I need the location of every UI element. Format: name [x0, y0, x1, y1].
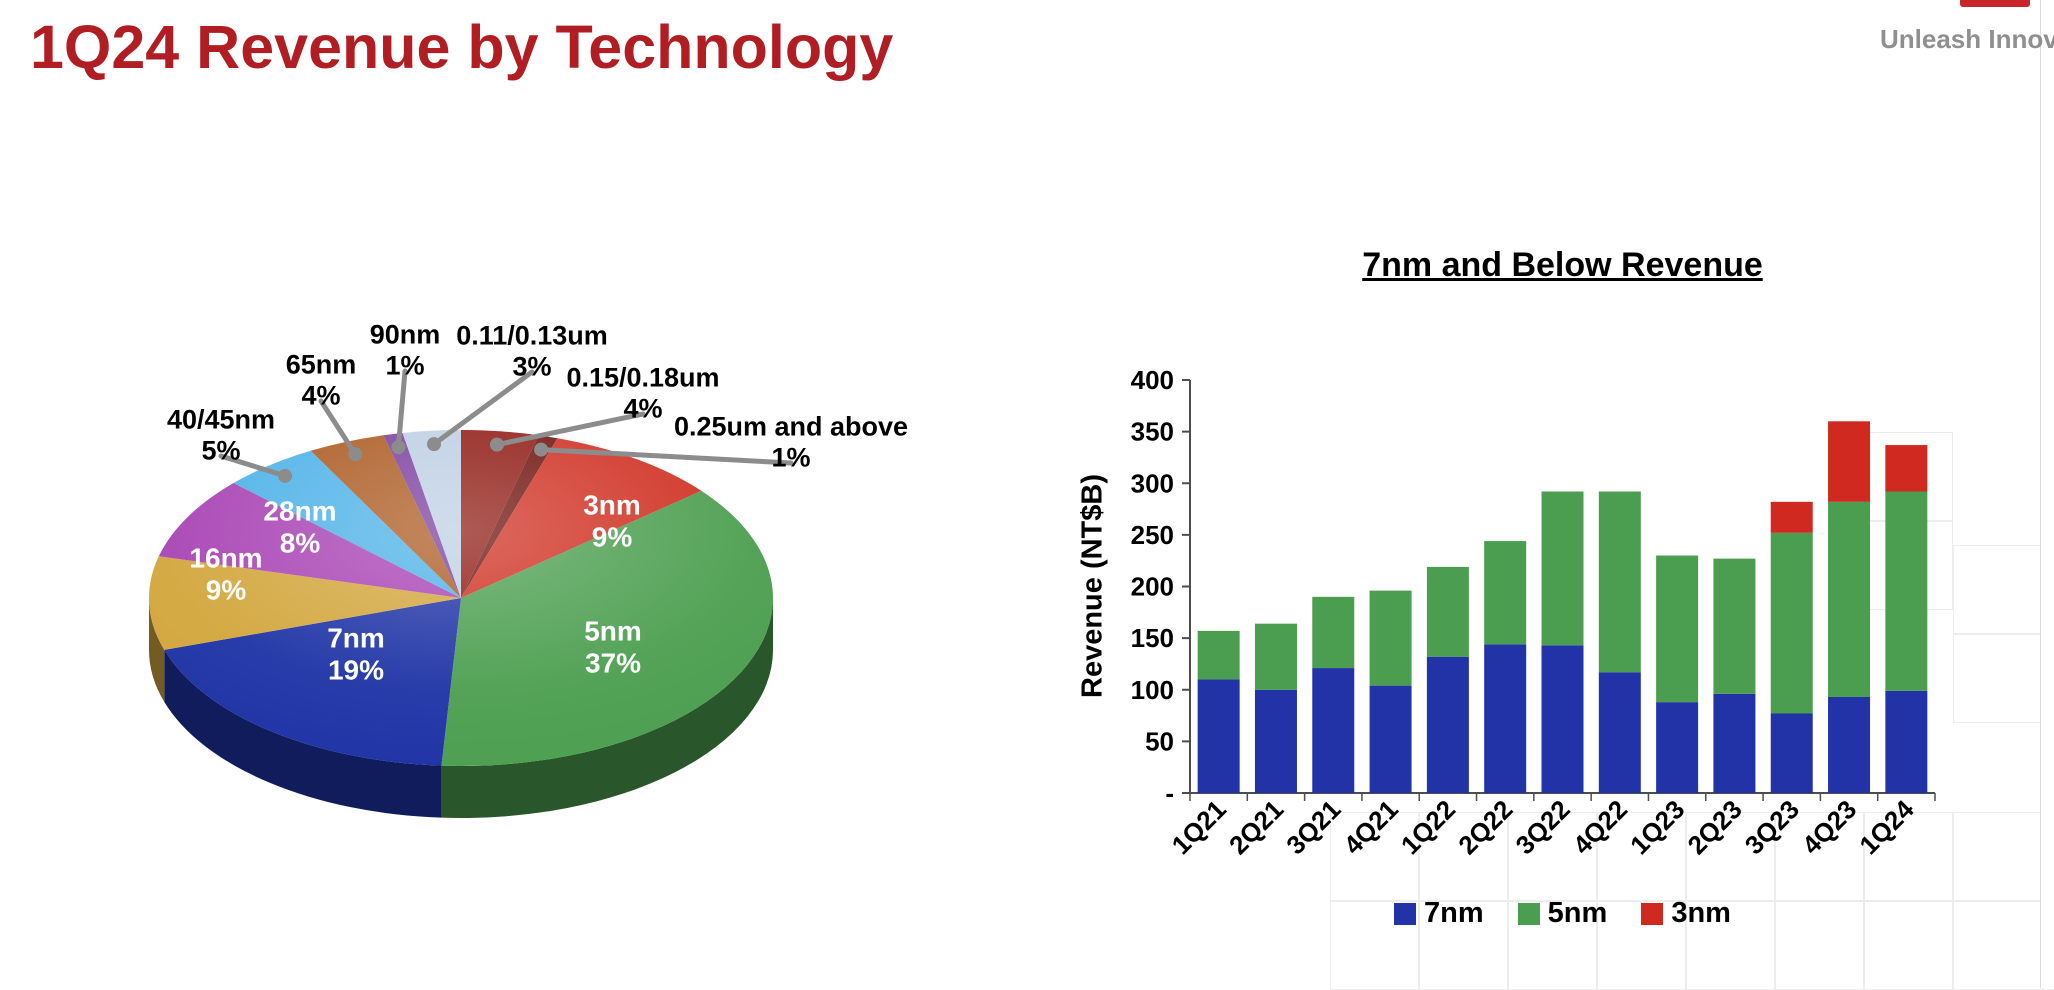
bar-segment-7nm-1Q23	[1656, 702, 1699, 793]
bar-segment-5nm-3Q22	[1541, 491, 1584, 646]
pie-slice-side-5nm	[441, 598, 773, 818]
legend-item-5nm: 5nm	[1517, 897, 1608, 930]
bar-segment-5nm-1Q24	[1885, 491, 1928, 691]
bar-segment-7nm-4Q22	[1598, 672, 1641, 793]
x-axis-label-3Q23: 3Q23	[1739, 794, 1805, 860]
x-axis-label-4Q21: 4Q21	[1338, 794, 1404, 860]
pie-callout-line-0.25um and above	[538, 447, 794, 466]
bar-segment-7nm-1Q22	[1426, 656, 1469, 793]
bar-segment-5nm-4Q22	[1598, 491, 1641, 673]
pie-callout-dot-90nm	[391, 440, 406, 455]
pie-callout-line-65nm	[318, 398, 358, 457]
legend-swatch-3nm	[1641, 902, 1664, 925]
legend-item-7nm: 7nm	[1394, 897, 1484, 930]
legend-label-5nm: 5nm	[1547, 897, 1608, 929]
bar-segment-7nm-2Q23	[1713, 693, 1756, 793]
watermark-square	[1864, 812, 1953, 901]
x-axis-label-1Q22: 1Q22	[1395, 794, 1461, 860]
y-tick-label: 50	[1145, 726, 1174, 756]
watermark-square	[1508, 812, 1597, 901]
bar-segment-5nm-3Q23	[1770, 532, 1813, 714]
x-axis-label-2Q21: 2Q21	[1223, 794, 1289, 860]
watermark-square	[1775, 812, 1864, 901]
legend-swatch-5nm	[1517, 902, 1540, 925]
y-tick-label: 400	[1131, 365, 1174, 395]
y-tick-label: 300	[1131, 468, 1174, 498]
pie-callout-dot-0.11/0.13um	[426, 437, 441, 452]
x-axis-label-1Q24: 1Q24	[1853, 794, 1920, 861]
watermark-square	[1330, 812, 1419, 901]
watermark-square	[1597, 812, 1686, 901]
watermark-square	[1419, 812, 1508, 901]
y-tick-label: 100	[1131, 675, 1174, 705]
bar-chart-legend: 7nm 5nm 3nm	[1190, 897, 1935, 930]
pie-callout-line-90nm	[395, 368, 408, 450]
bar-segment-5nm-4Q21	[1369, 590, 1412, 686]
bar-segment-5nm-2Q22	[1484, 541, 1527, 645]
bar-segment-5nm-1Q23	[1656, 555, 1699, 703]
bar-segment-5nm-2Q21	[1254, 623, 1297, 690]
bar-segment-7nm-2Q21	[1254, 689, 1297, 793]
y-tick-label: 250	[1131, 520, 1174, 550]
pie-callout-line-40/45nm	[218, 453, 288, 479]
x-axis-label-3Q21: 3Q21	[1280, 794, 1346, 860]
legend-item-3nm: 3nm	[1641, 897, 1731, 930]
pie-callout-dot-0.25um and above	[534, 442, 549, 457]
pie-gloss-highlight	[149, 430, 773, 766]
x-axis-label-2Q23: 2Q23	[1681, 794, 1747, 860]
bar-segment-5nm-1Q21	[1197, 630, 1240, 680]
page-title: 1Q24 Revenue by Technology	[30, 13, 894, 81]
pie-callout-dot-0.15/0.18um	[489, 437, 504, 452]
bar-segment-7nm-3Q22	[1541, 645, 1584, 793]
legend-label-3nm: 3nm	[1671, 897, 1731, 929]
bar-segment-3nm-3Q23	[1770, 501, 1813, 533]
pie-callout-dot-65nm	[348, 447, 363, 462]
brand-tagline: Unleash Innov	[1880, 24, 2054, 54]
legend-swatch-7nm	[1394, 902, 1417, 925]
bar-segment-7nm-1Q21	[1197, 679, 1240, 793]
legend-label-7nm: 7nm	[1424, 897, 1484, 929]
x-axis-label-4Q22: 4Q22	[1567, 794, 1633, 860]
x-axis-label-1Q21: 1Q21	[1166, 794, 1232, 860]
bar-segment-5nm-2Q23	[1713, 558, 1756, 694]
watermark-square	[1686, 812, 1775, 901]
bar-segment-7nm-2Q22	[1484, 644, 1527, 793]
y-tick-label: 150	[1131, 623, 1174, 653]
x-axis-label-1Q23: 1Q23	[1624, 794, 1690, 860]
bar-segment-7nm-3Q23	[1770, 713, 1813, 793]
pie-callout-line-0.11/0.13um	[431, 369, 535, 447]
bar-segment-5nm-1Q22	[1426, 566, 1469, 657]
y-tick-label: 350	[1131, 417, 1174, 447]
bar-segment-5nm-4Q23	[1828, 501, 1871, 697]
bar-chart-y-axis-title: Revenue (NT$B)	[1076, 474, 1109, 698]
x-axis-label-4Q23: 4Q23	[1796, 794, 1862, 860]
bar-segment-7nm-1Q24	[1885, 690, 1928, 793]
bar-segment-7nm-4Q23	[1828, 696, 1871, 793]
pie-slice-side-7nm	[164, 649, 442, 818]
bar-segment-7nm-4Q21	[1369, 685, 1412, 793]
bar-segment-5nm-3Q21	[1312, 596, 1355, 669]
window-edge-divider	[2040, 0, 2054, 988]
x-axis-label-2Q22: 2Q22	[1452, 794, 1518, 860]
pie-callout-dot-40/45nm	[278, 468, 293, 483]
y-tick-label: 200	[1131, 572, 1174, 602]
pie-callout-line-0.15/0.18um	[494, 411, 646, 448]
bar-segment-3nm-1Q24	[1885, 445, 1928, 492]
bar-chart-title: 7nm and Below Revenue	[1362, 246, 1763, 284]
pie-slice-side-16nm	[149, 598, 165, 702]
bar-segment-3nm-4Q23	[1828, 421, 1871, 502]
y-tick-label: -	[1165, 778, 1174, 808]
x-axis-label-3Q22: 3Q22	[1510, 794, 1576, 860]
tsmc-logo-fragment	[1960, 0, 2030, 7]
bar-segment-7nm-3Q21	[1312, 668, 1355, 793]
